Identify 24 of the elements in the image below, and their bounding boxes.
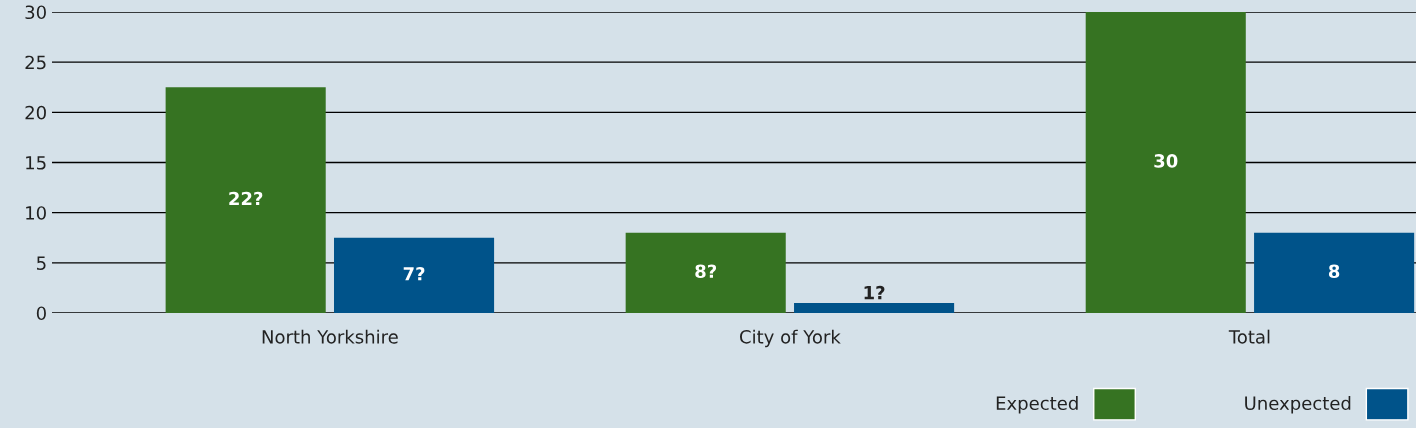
x-tick-label: City of York bbox=[739, 329, 841, 348]
y-tick-label: 15 bbox=[26, 156, 46, 170]
bar bbox=[794, 302, 955, 313]
data-label: 7? bbox=[403, 266, 425, 281]
bar bbox=[1254, 232, 1415, 313]
y-tick-label: 5 bbox=[37, 256, 46, 270]
bar bbox=[1085, 12, 1246, 313]
y-tick-label: 25 bbox=[25, 55, 46, 70]
data-label: 1? bbox=[864, 285, 885, 300]
data-label: 30 bbox=[1154, 154, 1178, 168]
x-tick-label: Total bbox=[1228, 329, 1270, 344]
y-tick-label: 30 bbox=[25, 5, 46, 20]
x-tick-label: North Yorkshire bbox=[262, 329, 398, 344]
data-label: 22? bbox=[229, 191, 263, 206]
legend-label: Expected bbox=[996, 396, 1078, 414]
legend-label: Unexpected bbox=[1245, 396, 1351, 414]
y-tick-label: 10 bbox=[26, 206, 46, 220]
y-tick-label: 0 bbox=[36, 306, 46, 321]
bar bbox=[625, 232, 786, 313]
bar bbox=[165, 87, 326, 313]
data-label: 8 bbox=[1328, 264, 1340, 279]
data-label: 8? bbox=[695, 264, 717, 279]
y-tick-label: 20 bbox=[25, 105, 46, 120]
bar bbox=[334, 237, 495, 313]
